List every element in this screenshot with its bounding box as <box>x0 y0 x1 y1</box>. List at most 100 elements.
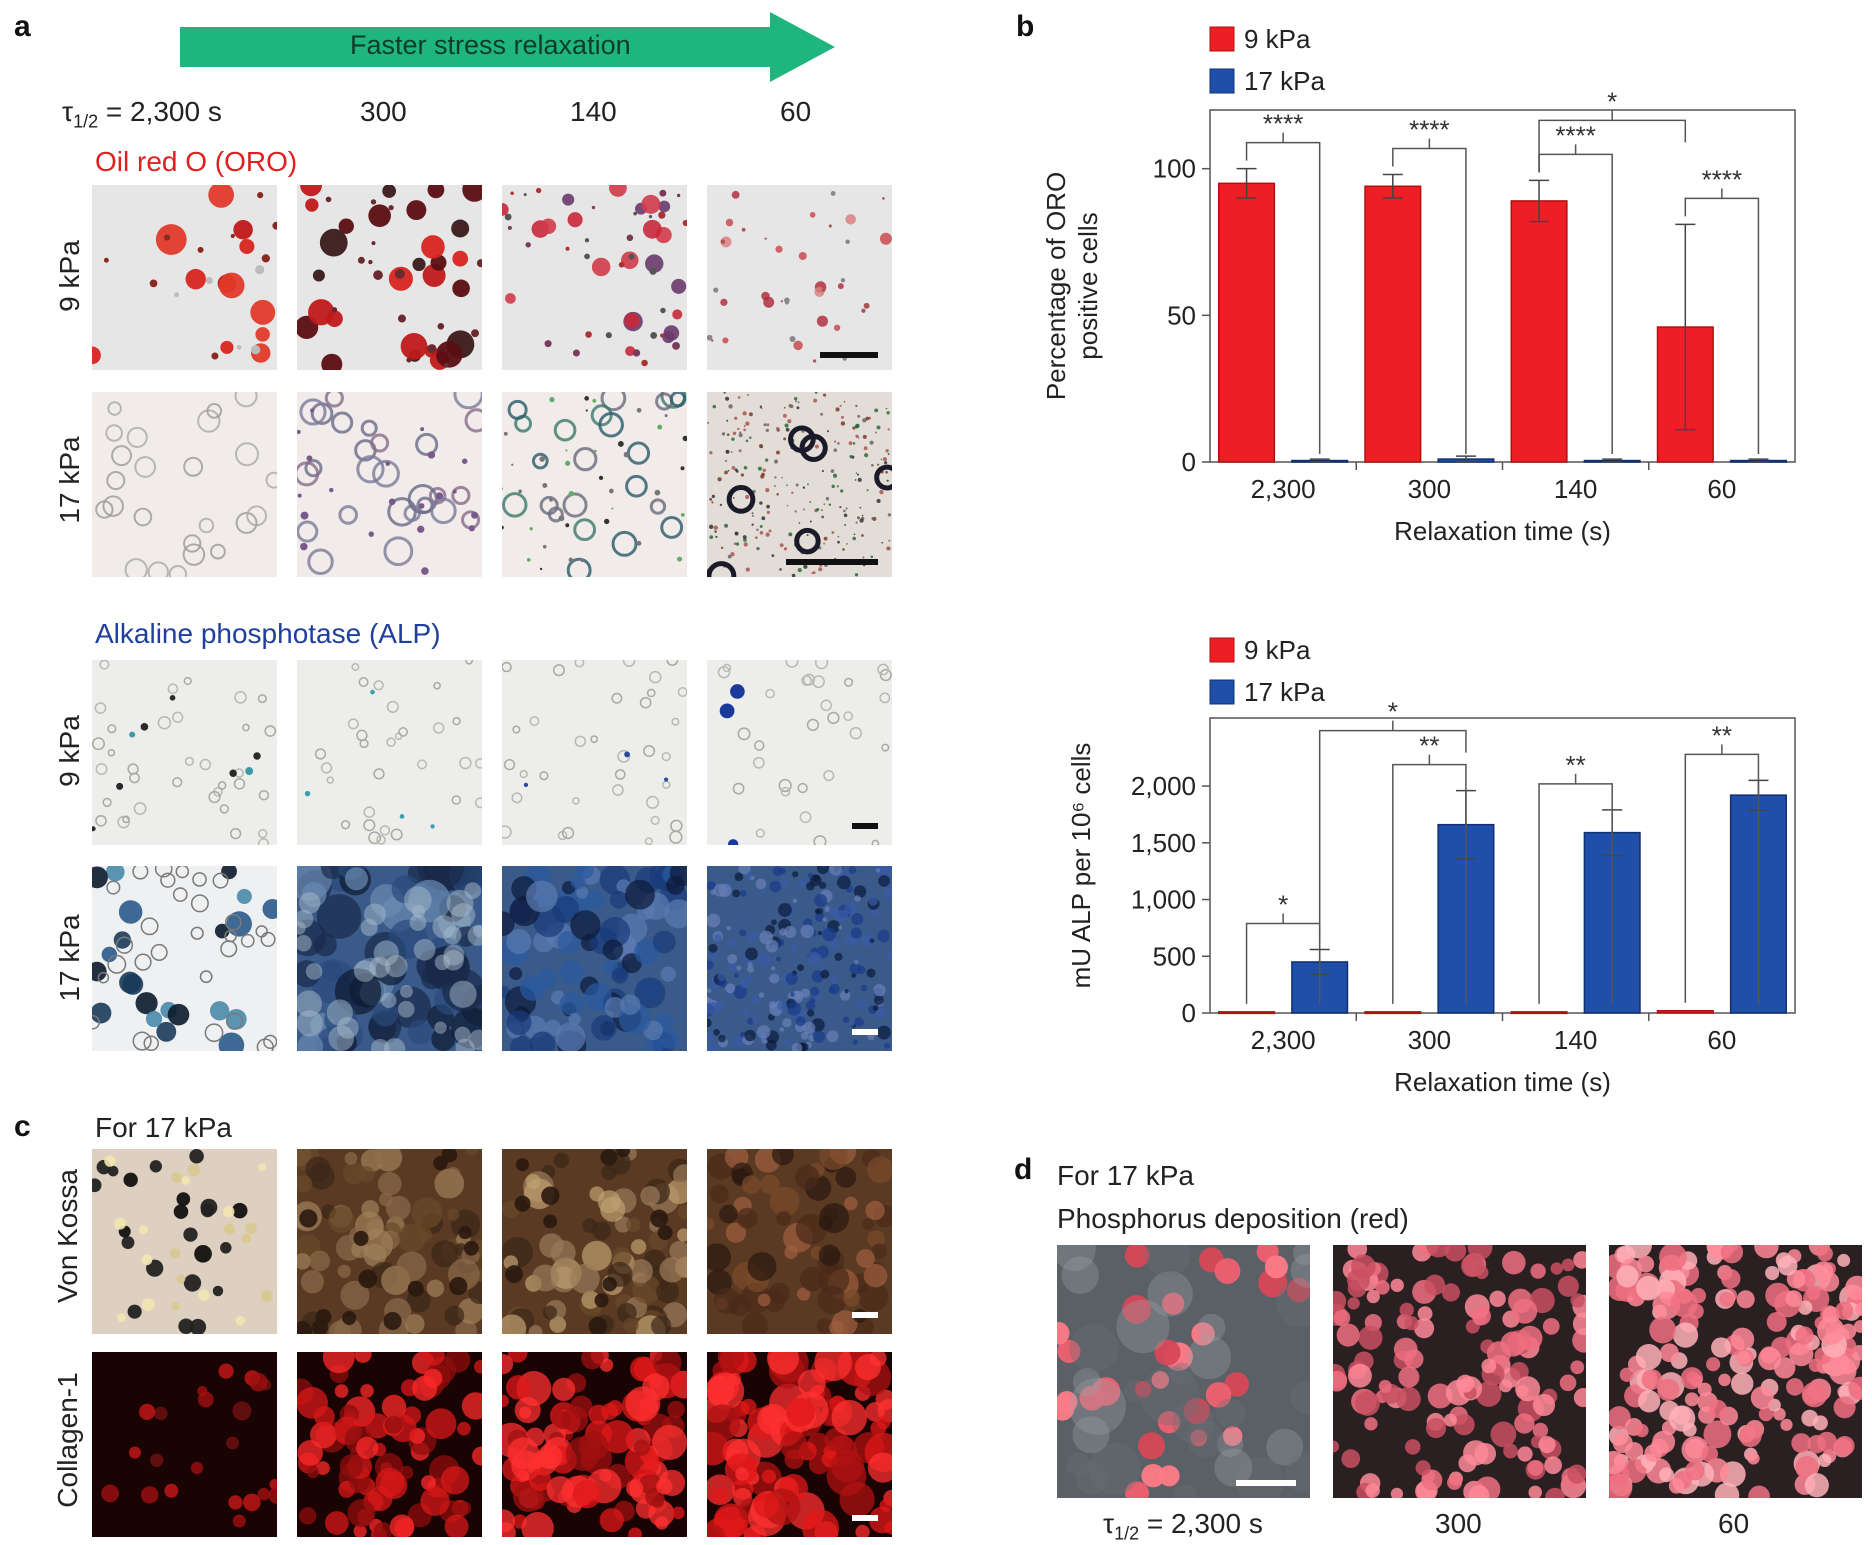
legend-label: 9 kPa <box>1244 635 1311 665</box>
scale-bar <box>852 1515 878 1521</box>
micrograph-oro-9kpa <box>92 185 277 370</box>
scale-bar <box>1236 1480 1296 1486</box>
micrograph-alp-17kpa <box>502 866 687 1051</box>
panel-letter-d: d <box>1014 1153 1033 1186</box>
micrograph-von-kossa <box>92 1149 277 1334</box>
x-tick-label: 2,300 <box>1251 1025 1316 1055</box>
significance-label: **** <box>1702 164 1742 194</box>
x-tick-label: 140 <box>1554 474 1597 504</box>
scale-bar <box>852 1312 878 1318</box>
micrograph-collagen-1 <box>297 1352 482 1537</box>
chart-oro-percentage: 0 50 100 2,300 300 140 60 Relaxation time (s) Pe… <box>1041 24 1796 546</box>
x-tick-label: 300 <box>1408 474 1451 504</box>
significance-bracket <box>1245 922 1321 1005</box>
legend-label: 9 kPa <box>1244 24 1311 54</box>
micrograph-collagen-1 <box>92 1352 277 1537</box>
panel-letter-a: a <box>14 10 31 43</box>
micrograph-phosphorus <box>1057 1245 1310 1498</box>
arrow-label: Faster stress relaxation <box>350 30 631 60</box>
bar-9-kpa <box>1510 200 1568 463</box>
y-tick-label: 500 <box>1153 941 1196 971</box>
y-axis-label: mU ALP per 10⁶ cells <box>1066 743 1096 989</box>
micrograph-von-kossa <box>707 1149 892 1334</box>
row-label-von-kossa: Von Kossa <box>52 1169 83 1303</box>
micrograph-von-kossa <box>297 1149 482 1334</box>
micrograph-alp-9kpa <box>707 660 892 845</box>
x-tick-label: 60 <box>1707 1025 1736 1055</box>
panel-d-title: For 17 kPa <box>1057 1160 1194 1191</box>
x-tick-label: 2,300 <box>1251 474 1316 504</box>
significance-label: * <box>1278 889 1288 919</box>
bar-9-kpa <box>1364 1011 1422 1015</box>
legend-label: 17 kPa <box>1244 66 1325 96</box>
faster-relaxation-arrow <box>180 12 835 82</box>
scale-bar <box>852 823 878 829</box>
y-tick-label: 2,000 <box>1131 771 1196 801</box>
legend-label: 17 kPa <box>1244 677 1325 707</box>
micrograph-collagen-1 <box>502 1352 687 1537</box>
significance-label: **** <box>1409 115 1449 145</box>
row-label-oro-9kpa: 9 kPa <box>54 240 85 312</box>
legend-swatch <box>1209 68 1235 94</box>
significance-bracket <box>1245 141 1321 454</box>
tau-label-d: τ1/2 = 2,300 s <box>1103 1508 1263 1544</box>
col-label-300: 300 <box>360 96 407 127</box>
micrograph-alp-17kpa <box>297 866 482 1051</box>
micrograph-oro-9kpa <box>502 185 687 370</box>
y-tick-label: 50 <box>1167 300 1196 330</box>
micrograph-oro-9kpa <box>297 185 482 370</box>
legend-swatch <box>1209 679 1235 705</box>
micrograph-alp-9kpa <box>502 660 687 845</box>
micrograph-phosphorus <box>1609 1245 1862 1498</box>
micrograph-alp-9kpa <box>297 660 482 845</box>
panel-d-subtitle: Phosphorus deposition (red) <box>1057 1203 1409 1234</box>
row-label-collagen-1: Collagen-1 <box>52 1372 83 1508</box>
alp-title: Alkaline phosphotase (ALP) <box>95 618 441 649</box>
y-tick-label: 1,500 <box>1131 828 1196 858</box>
significance-label: ** <box>1419 731 1439 761</box>
y-tick-label: 100 <box>1153 154 1196 184</box>
x-tick-label: 140 <box>1554 1025 1597 1055</box>
scale-bar <box>820 352 878 358</box>
micrograph-oro-17kpa <box>707 392 892 577</box>
bar-9-kpa <box>1510 1011 1568 1015</box>
panel-d-col-300: 300 <box>1435 1508 1482 1539</box>
legend-swatch <box>1209 26 1235 52</box>
bar-9-kpa <box>1218 182 1276 463</box>
x-tick-label: 300 <box>1408 1025 1451 1055</box>
x-axis-label: Relaxation time (s) <box>1394 1067 1611 1097</box>
panel-c-title: For 17 kPa <box>95 1112 232 1143</box>
micrograph-oro-17kpa <box>92 392 277 577</box>
significance-label: **** <box>1555 120 1595 150</box>
x-tick-label: 60 <box>1707 474 1736 504</box>
significance-label: **** <box>1263 109 1303 139</box>
significance-label: * <box>1388 697 1398 727</box>
panel-d-col-60: 60 <box>1718 1508 1750 1539</box>
micrograph-alp-17kpa <box>707 866 892 1051</box>
micrograph-oro-9kpa <box>707 185 892 370</box>
panel-letter-c: c <box>14 1110 31 1143</box>
chart-alp-activity: 0 500 1,000 1,500 2,000 2,300 300 140 60 Relaxati… <box>1066 635 1796 1097</box>
micrograph-phosphorus <box>1333 1245 1586 1498</box>
significance-bracket <box>1538 783 1613 1005</box>
row-label-alp-9kpa: 9 kPa <box>54 715 85 787</box>
y-tick-label: 1,000 <box>1131 885 1196 915</box>
significance-label: ** <box>1566 750 1586 780</box>
micrograph-von-kossa <box>502 1149 687 1334</box>
significance-label: ** <box>1712 720 1732 750</box>
y-tick-label: 0 <box>1182 998 1196 1028</box>
col-label-60: 60 <box>780 96 812 127</box>
row-label-alp-17kpa: 17 kPa <box>54 914 85 1002</box>
bar-9-kpa <box>1656 1009 1714 1014</box>
significance-bracket <box>1684 753 1760 1005</box>
scale-bar <box>852 1029 878 1035</box>
micrograph-oro-17kpa <box>502 392 687 577</box>
tau-label-a: τ1/2 = 2,300 s <box>62 96 222 132</box>
significance-label: * <box>1607 86 1617 116</box>
micrograph-alp-17kpa <box>92 866 277 1051</box>
oro-title: Oil red O (ORO) <box>95 146 298 177</box>
micrograph-alp-9kpa <box>92 660 277 845</box>
y-axis-label: positive cells <box>1073 212 1103 359</box>
scale-bar <box>786 559 878 565</box>
col-label-140: 140 <box>570 96 617 127</box>
